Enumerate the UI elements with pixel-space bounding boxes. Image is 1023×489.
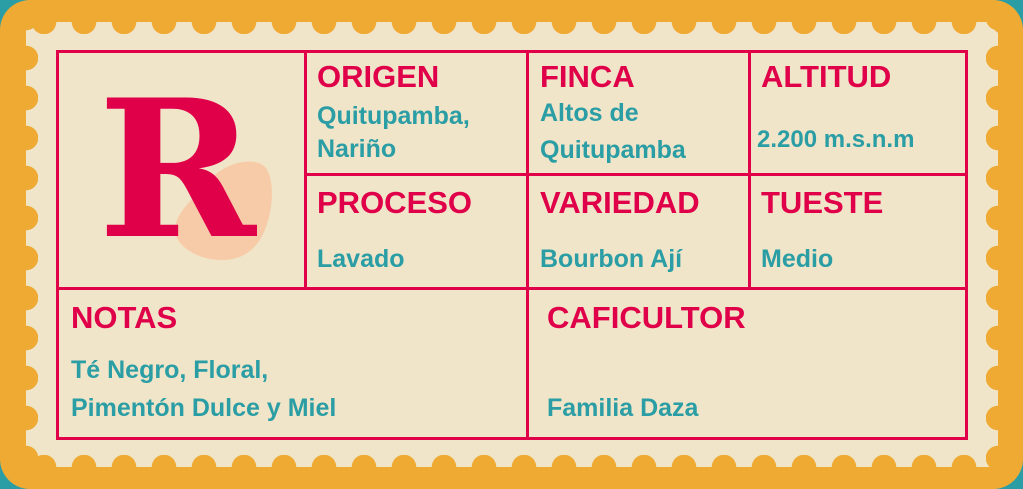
finca-value-line1: Altos de [540, 99, 639, 127]
altitud-value: 2.200 m.s.n.m [757, 126, 915, 153]
perforation-right [986, 22, 998, 467]
notas-value-line1: Té Negro, Floral, [71, 356, 269, 384]
proceso-value: Lavado [317, 245, 405, 273]
origen-value-line2: Nariño [317, 135, 397, 163]
caficultor-value: Familia Daza [547, 394, 699, 422]
finca-value-line2: Quitupamba [540, 136, 686, 164]
perforation-bottom [26, 455, 998, 467]
brand-logo: R [56, 50, 307, 290]
logo-letter: R [98, 58, 258, 281]
tueste-value: Medio [761, 245, 834, 273]
perforation-left [26, 22, 38, 467]
logo-blob [174, 161, 272, 261]
variedad-label: VARIEDAD [540, 185, 700, 220]
proceso-label: PROCESO [317, 185, 473, 220]
perforation-top [26, 22, 998, 34]
finca-label: FINCA [540, 59, 635, 94]
caficultor-cell [526, 287, 968, 440]
variedad-value: Bourbon Ají [540, 245, 683, 273]
altitud-label: ALTITUD [761, 59, 892, 94]
notas-value-line2: Pimentón Dulce y Miel [71, 394, 337, 422]
origen-label: ORIGEN [317, 59, 440, 94]
origen-value-line1: Quitupamba, [317, 102, 470, 130]
caficultor-label: CAFICULTOR [547, 300, 746, 335]
tueste-label: TUESTE [761, 185, 884, 220]
notas-label: NOTAS [71, 300, 178, 335]
